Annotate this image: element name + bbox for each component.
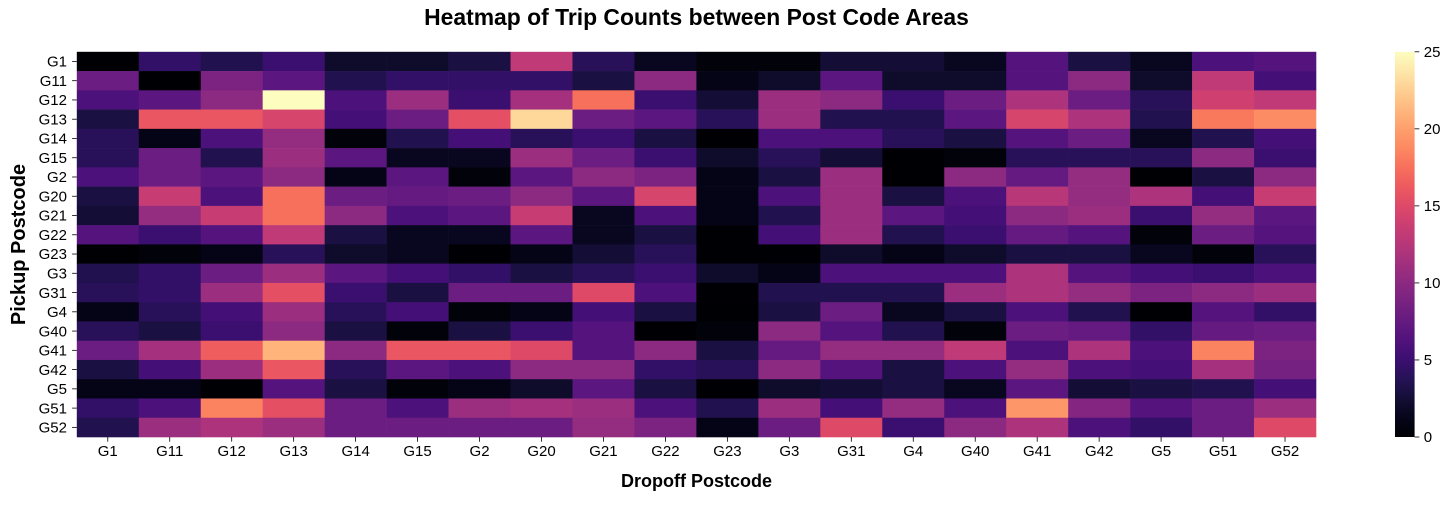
svg-text:G42: G42 (1085, 443, 1113, 460)
svg-text:G14: G14 (39, 131, 67, 148)
svg-text:G2: G2 (47, 169, 67, 186)
svg-text:G23: G23 (713, 443, 741, 460)
svg-text:G14: G14 (341, 443, 369, 460)
svg-text:G1: G1 (47, 54, 67, 71)
svg-text:G41: G41 (1023, 443, 1051, 460)
svg-text:G21: G21 (39, 208, 67, 225)
svg-text:G2: G2 (470, 443, 490, 460)
svg-text:G11: G11 (40, 73, 67, 90)
svg-text:G3: G3 (779, 443, 799, 460)
svg-text:Heatmap of Trip Counts between: Heatmap of Trip Counts between Post Code… (424, 4, 969, 30)
svg-text:25: 25 (1424, 44, 1441, 61)
svg-text:G5: G5 (47, 381, 67, 398)
svg-text:G41: G41 (39, 343, 67, 360)
svg-text:G13: G13 (39, 111, 67, 128)
svg-text:G52: G52 (1271, 443, 1299, 460)
svg-text:G22: G22 (651, 443, 679, 460)
svg-text:G20: G20 (527, 443, 555, 460)
svg-text:G1: G1 (98, 443, 118, 460)
svg-text:G4: G4 (903, 443, 923, 460)
svg-text:15: 15 (1424, 198, 1441, 215)
svg-text:G23: G23 (39, 246, 67, 263)
svg-text:G52: G52 (39, 420, 67, 437)
svg-text:G42: G42 (39, 362, 67, 379)
svg-text:G21: G21 (589, 443, 617, 460)
svg-text:G11: G11 (156, 443, 183, 460)
svg-text:G4: G4 (47, 304, 67, 321)
svg-text:20: 20 (1424, 121, 1441, 138)
svg-text:10: 10 (1424, 275, 1441, 292)
svg-text:Dropoff Postcode: Dropoff Postcode (621, 471, 772, 491)
svg-text:G51: G51 (1209, 443, 1237, 460)
svg-text:G20: G20 (39, 188, 67, 205)
svg-text:G12: G12 (218, 443, 246, 460)
svg-text:0: 0 (1424, 429, 1432, 446)
svg-text:G40: G40 (39, 323, 67, 340)
svg-text:5: 5 (1424, 352, 1432, 369)
svg-text:G22: G22 (39, 227, 67, 244)
svg-text:G13: G13 (279, 443, 307, 460)
svg-text:Pickup Postcode: Pickup Postcode (8, 164, 30, 325)
svg-text:G51: G51 (39, 400, 67, 417)
svg-text:G12: G12 (39, 92, 67, 109)
svg-text:G15: G15 (403, 443, 431, 460)
svg-text:G31: G31 (39, 285, 67, 302)
svg-text:G31: G31 (837, 443, 865, 460)
svg-text:G5: G5 (1151, 443, 1171, 460)
svg-text:G15: G15 (39, 150, 67, 167)
svg-text:G40: G40 (961, 443, 989, 460)
svg-text:G3: G3 (47, 265, 67, 282)
